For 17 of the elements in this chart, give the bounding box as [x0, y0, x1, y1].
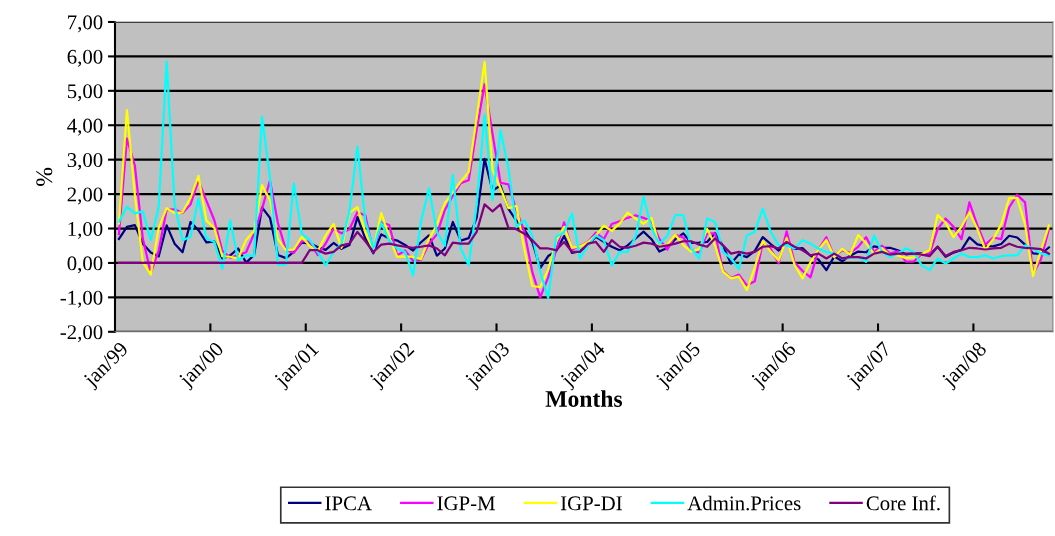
y-tick-label: 3,00 — [67, 153, 103, 171]
y-tick-label: -1,00 — [60, 290, 103, 308]
legend-label: IGP-M — [437, 496, 495, 511]
y-axis-title: % — [36, 167, 53, 186]
legend-label: Core Inf. — [866, 495, 940, 511]
y-tick-label: 4,00 — [67, 118, 103, 136]
legend-label: IGP-DI — [560, 496, 622, 511]
legend-label: IPCA — [325, 496, 372, 511]
y-tick-label: 7,00 — [68, 15, 103, 33]
y-tick-label: 6,00 — [67, 49, 103, 67]
y-tick-label: 2,00 — [67, 187, 103, 205]
legend-label: Admin.Prices — [687, 495, 801, 511]
y-tick-label: 0,00 — [67, 256, 103, 274]
y-tick-label: -2,00 — [60, 325, 103, 343]
x-axis-title: Months — [545, 390, 623, 407]
y-tick-label: 5,00 — [67, 84, 103, 102]
y-tick-label: 1,00 — [68, 221, 103, 239]
